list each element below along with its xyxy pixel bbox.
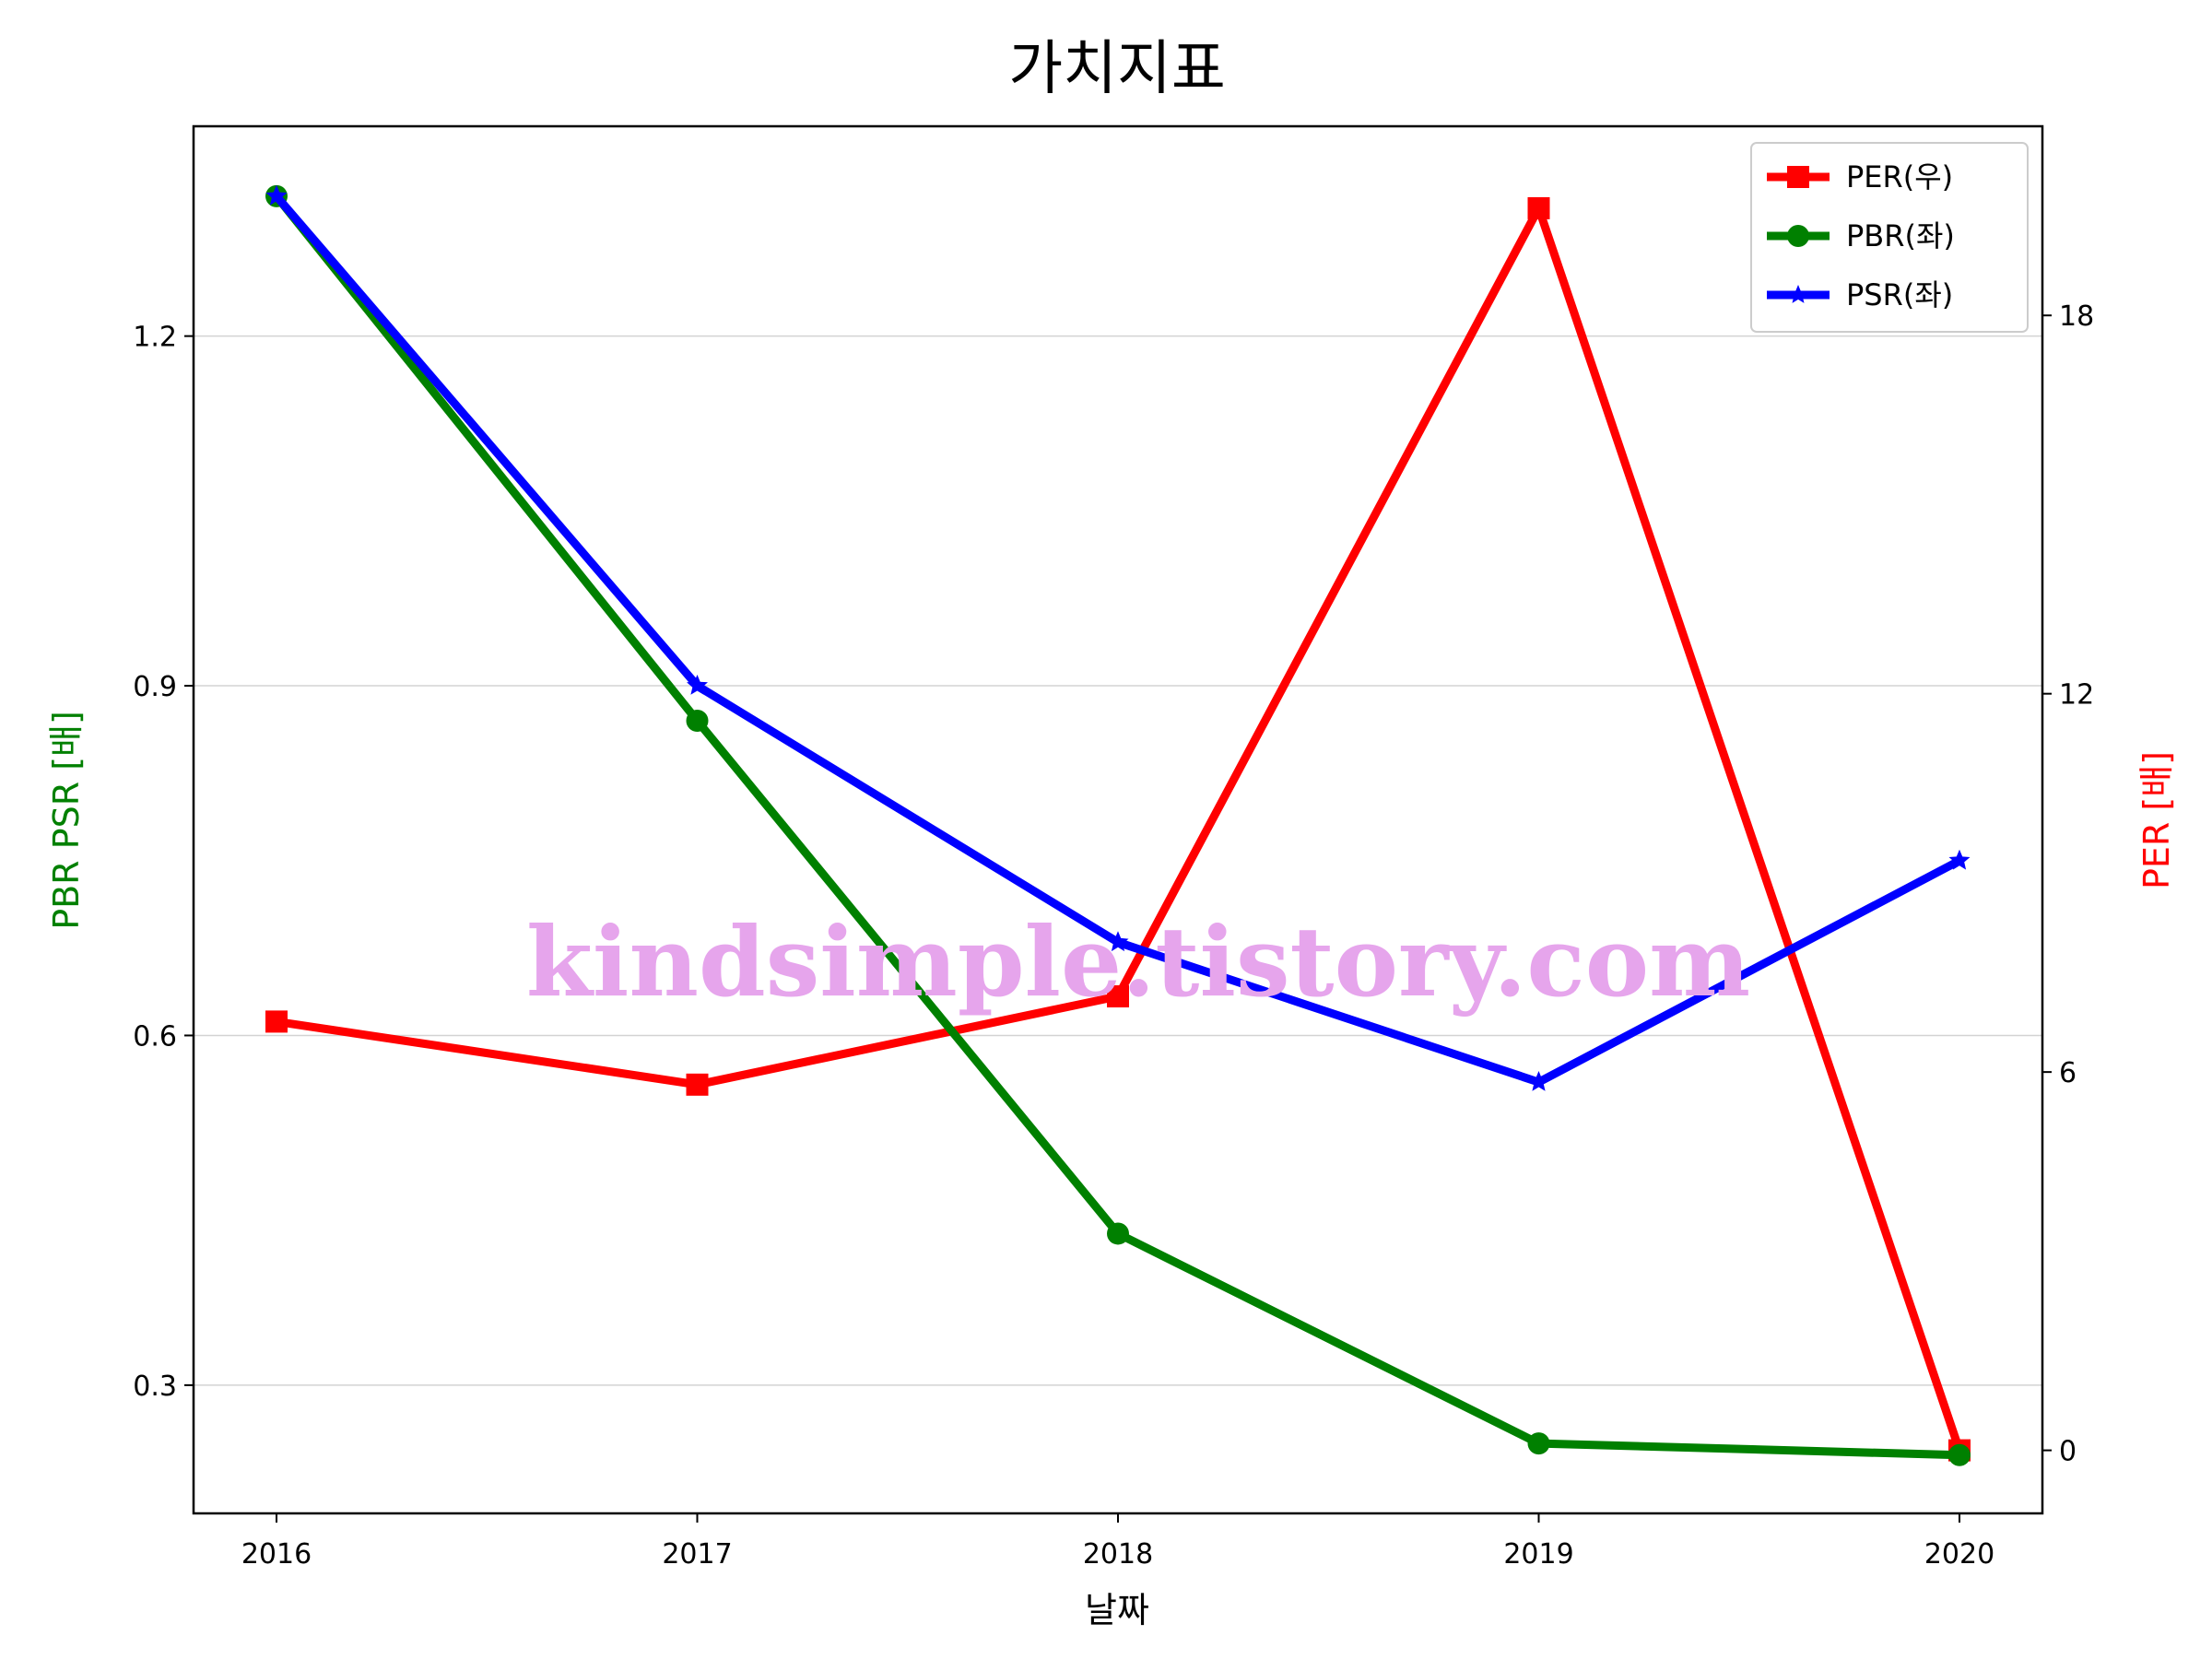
y-axis-left: 0.3 0.6 0.9 1.2	[133, 322, 194, 1403]
series-PER(우)	[265, 196, 1971, 1462]
legend-label: PBR(좌)	[1846, 218, 1955, 253]
data-point-PSR(좌)-2019	[1528, 1071, 1549, 1091]
y-axis-left-label: PBR PSR [배]	[46, 711, 87, 930]
data-point-PBR(좌)-2018	[1107, 1222, 1129, 1245]
series-line-PER(우)	[276, 204, 1964, 1453]
legend-label: PSR(좌)	[1846, 277, 1953, 312]
y-left-tick-label: 0.9	[133, 671, 177, 703]
y-right-tick-label: 18	[2059, 300, 2094, 333]
legend-swatch-marker	[1787, 166, 1809, 188]
x-tick-label: 2016	[241, 1538, 312, 1571]
legend-box	[1750, 142, 2029, 333]
series-PBR(좌)	[265, 184, 1971, 1466]
y-right-tick-label: 12	[2059, 679, 2094, 712]
plot-area-frame	[192, 124, 2044, 1515]
y-right-tick-label: 0	[2059, 1436, 2077, 1468]
y-axis-right-label: PER [배]	[2136, 751, 2177, 889]
data-point-PBR(좌)-2019	[1527, 1432, 1550, 1455]
x-tick-label: 2017	[662, 1538, 732, 1571]
data-point-PSR(좌)-2016	[265, 184, 288, 206]
legend-entry-PBR(좌): PBR(좌)	[1767, 218, 1955, 253]
legend: PER(우) PBR(좌) PSR(좌)	[1750, 142, 2029, 333]
data-point-PER(우)-2019	[1527, 196, 1550, 219]
x-axis-label: 날짜	[1085, 1590, 1149, 1630]
y-left-tick-label: 1.2	[133, 322, 177, 354]
series-PSR(좌)	[265, 184, 1971, 1091]
chart-title: 가치지표	[1008, 35, 1226, 103]
legend-swatch-marker	[1788, 285, 1808, 303]
series-line-PBR(좌)	[273, 194, 1960, 1460]
data-point-PER(우)-2018	[1107, 985, 1129, 1008]
y-left-tick-label: 0.6	[133, 1020, 177, 1053]
series-layer	[265, 184, 1971, 1466]
x-tick-label: 2019	[1503, 1538, 1573, 1571]
data-point-PBR(좌)-2017	[686, 710, 709, 732]
x-axis: 2016 2017 2018 2019 2020	[241, 1513, 1994, 1571]
x-tick-label: 2018	[1083, 1538, 1153, 1571]
y-axis-right: 0 6 12 18	[2042, 300, 2094, 1468]
y-right-tick-label: 6	[2059, 1057, 2077, 1089]
data-point-PSR(좌)-2018	[1107, 931, 1129, 952]
legend-entry-PSR(좌): PSR(좌)	[1767, 277, 1953, 312]
legend-swatch-marker	[1787, 225, 1809, 247]
y-left-tick-label: 0.3	[133, 1371, 177, 1403]
data-point-PER(우)-2016	[265, 1010, 288, 1033]
x-tick-label: 2020	[1924, 1538, 1994, 1571]
data-point-PSR(좌)-2020	[1948, 849, 1971, 870]
watermark-text: kindsimple.tistory.com	[526, 905, 1750, 1018]
data-point-PSR(좌)-2017	[687, 675, 708, 695]
data-point-PBR(좌)-2020	[1948, 1443, 1971, 1466]
gridlines	[194, 335, 2042, 1386]
legend-label: PER(우)	[1846, 159, 1953, 194]
legend-entry-PER(우): PER(우)	[1767, 159, 1953, 194]
data-point-PER(우)-2017	[686, 1073, 709, 1096]
